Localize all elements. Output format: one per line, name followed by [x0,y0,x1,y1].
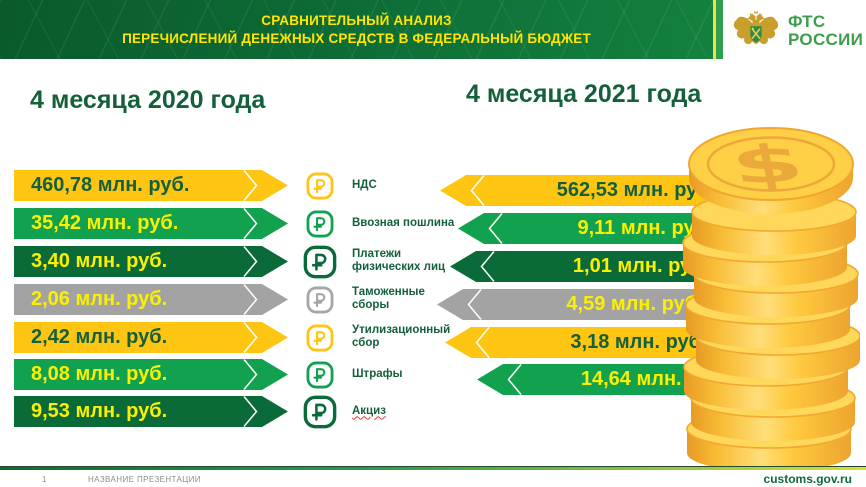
value-2020-nds: 460,78 млн. руб. [31,174,190,196]
fts-logo-text: ФТС РОССИИ [788,13,863,49]
value-2020-excise: 9,53 млн. руб. [31,400,168,422]
category-label-fines: Штрафы [352,367,403,380]
chevron-left-icon [467,289,482,320]
value-2021-nds: 562,53 млн. руб. [556,179,716,201]
column-title-2021: 4 месяца 2021 года [466,80,702,108]
dollar-sign-icon: $ [726,134,809,197]
category-label-recycling-fee: Утилизационный сбор [352,323,451,350]
slide-title: СРАВНИТЕЛЬНЫЙ АНАЛИЗ ПЕРЕЧИСЛЕНИЙ ДЕНЕЖН… [0,0,713,59]
bar-2020-nds: 460,78 млн. руб. [14,170,288,201]
ruble-icon [303,395,337,429]
category-label-nds: НДС [352,178,377,191]
category-label-customs-fees: Таможенные сборы [352,285,425,312]
bar-2020-import-duty: 35,42 млн. руб. [14,208,288,239]
accent-stripe-green [716,0,723,59]
chevron-left-icon [475,327,490,358]
value-2020-recycling-fee: 2,42 млн. руб. [31,326,168,348]
ruble-icon [306,324,334,352]
value-2021-recycling-fee: 3,18 млн. руб. [570,331,707,353]
value-2020-individual-payments: 3,40 млн. руб. [31,250,168,272]
footer-divider [0,467,866,470]
category-label-excise: Акциз [352,404,386,417]
accent-stripe-yellow [713,0,716,59]
category-label-individual-payments: Платежи физических лиц [352,247,446,274]
ruble-icon [306,286,334,314]
coin-stack-image: $ [682,112,860,467]
ruble-icon [306,361,334,389]
chevron-right-icon [243,322,258,353]
fts-emblem-icon [733,10,779,45]
fts-logo-line2: РОССИИ [788,30,864,49]
fts-logo-line1: ФТС [788,12,826,32]
value-2020-import-duty: 35,42 млн. руб. [31,212,179,234]
bar-2020-fines: 8,08 млн. руб. [14,359,288,390]
bar-2020-excise: 9,53 млн. руб. [14,396,288,427]
top-coin: $ [688,127,854,214]
chevron-right-icon [243,246,258,277]
chevron-left-icon [507,364,522,395]
value-2021-customs-fees: 4,59 млн. руб. [566,293,703,315]
chevron-right-icon [243,208,258,239]
bar-2020-recycling-fee: 2,42 млн. руб. [14,322,288,353]
slide-title-line2: ПЕРЕЧИСЛЕНИЙ ДЕНЕЖНЫХ СРЕДСТВ В ФЕДЕРАЛЬ… [122,30,591,46]
chevron-left-icon [470,175,485,206]
category-label-import-duty: Ввозная пошлина [352,216,455,229]
website-link[interactable]: customs.gov.ru [763,472,852,486]
value-2020-fines: 8,08 млн. руб. [31,363,168,385]
slide-title-line1: СРАВНИТЕЛЬНЫЙ АНАЛИЗ [261,12,452,28]
chevron-left-icon [480,251,495,282]
ruble-icon [306,172,334,200]
chevron-right-icon [243,284,258,315]
chevron-right-icon [243,170,258,201]
presentation-title: НАЗВАНИЕ ПРЕЗЕНТАЦИИ [88,475,201,484]
chevron-right-icon [243,359,258,390]
fts-logo: ФТС РОССИИ [731,8,863,54]
bar-2020-customs-fees: 2,06 млн. руб. [14,284,288,315]
column-title-2020: 4 месяца 2020 года [30,86,266,114]
row-individual-payments: 3,40 млн. руб. Платежи физических лиц 1,… [0,245,866,282]
chevron-left-icon [488,213,503,244]
chevron-right-icon [243,396,258,427]
row-excise: 9,53 млн. руб. Акциз [0,395,866,429]
value-2020-customs-fees: 2,06 млн. руб. [31,288,168,310]
ruble-icon [306,210,334,238]
page-number: 1 [42,475,47,484]
header-banner: СРАВНИТЕЛЬНЫЙ АНАЛИЗ ПЕРЕЧИСЛЕНИЙ ДЕНЕЖН… [0,0,713,59]
value-2021-individual-payments: 1,01 млн. руб. [572,255,710,277]
value-2021-import-duty: 9,11 млн. руб. [577,217,713,239]
ruble-icon [303,245,337,279]
bar-2020-individual-payments: 3,40 млн. руб. [14,246,288,277]
